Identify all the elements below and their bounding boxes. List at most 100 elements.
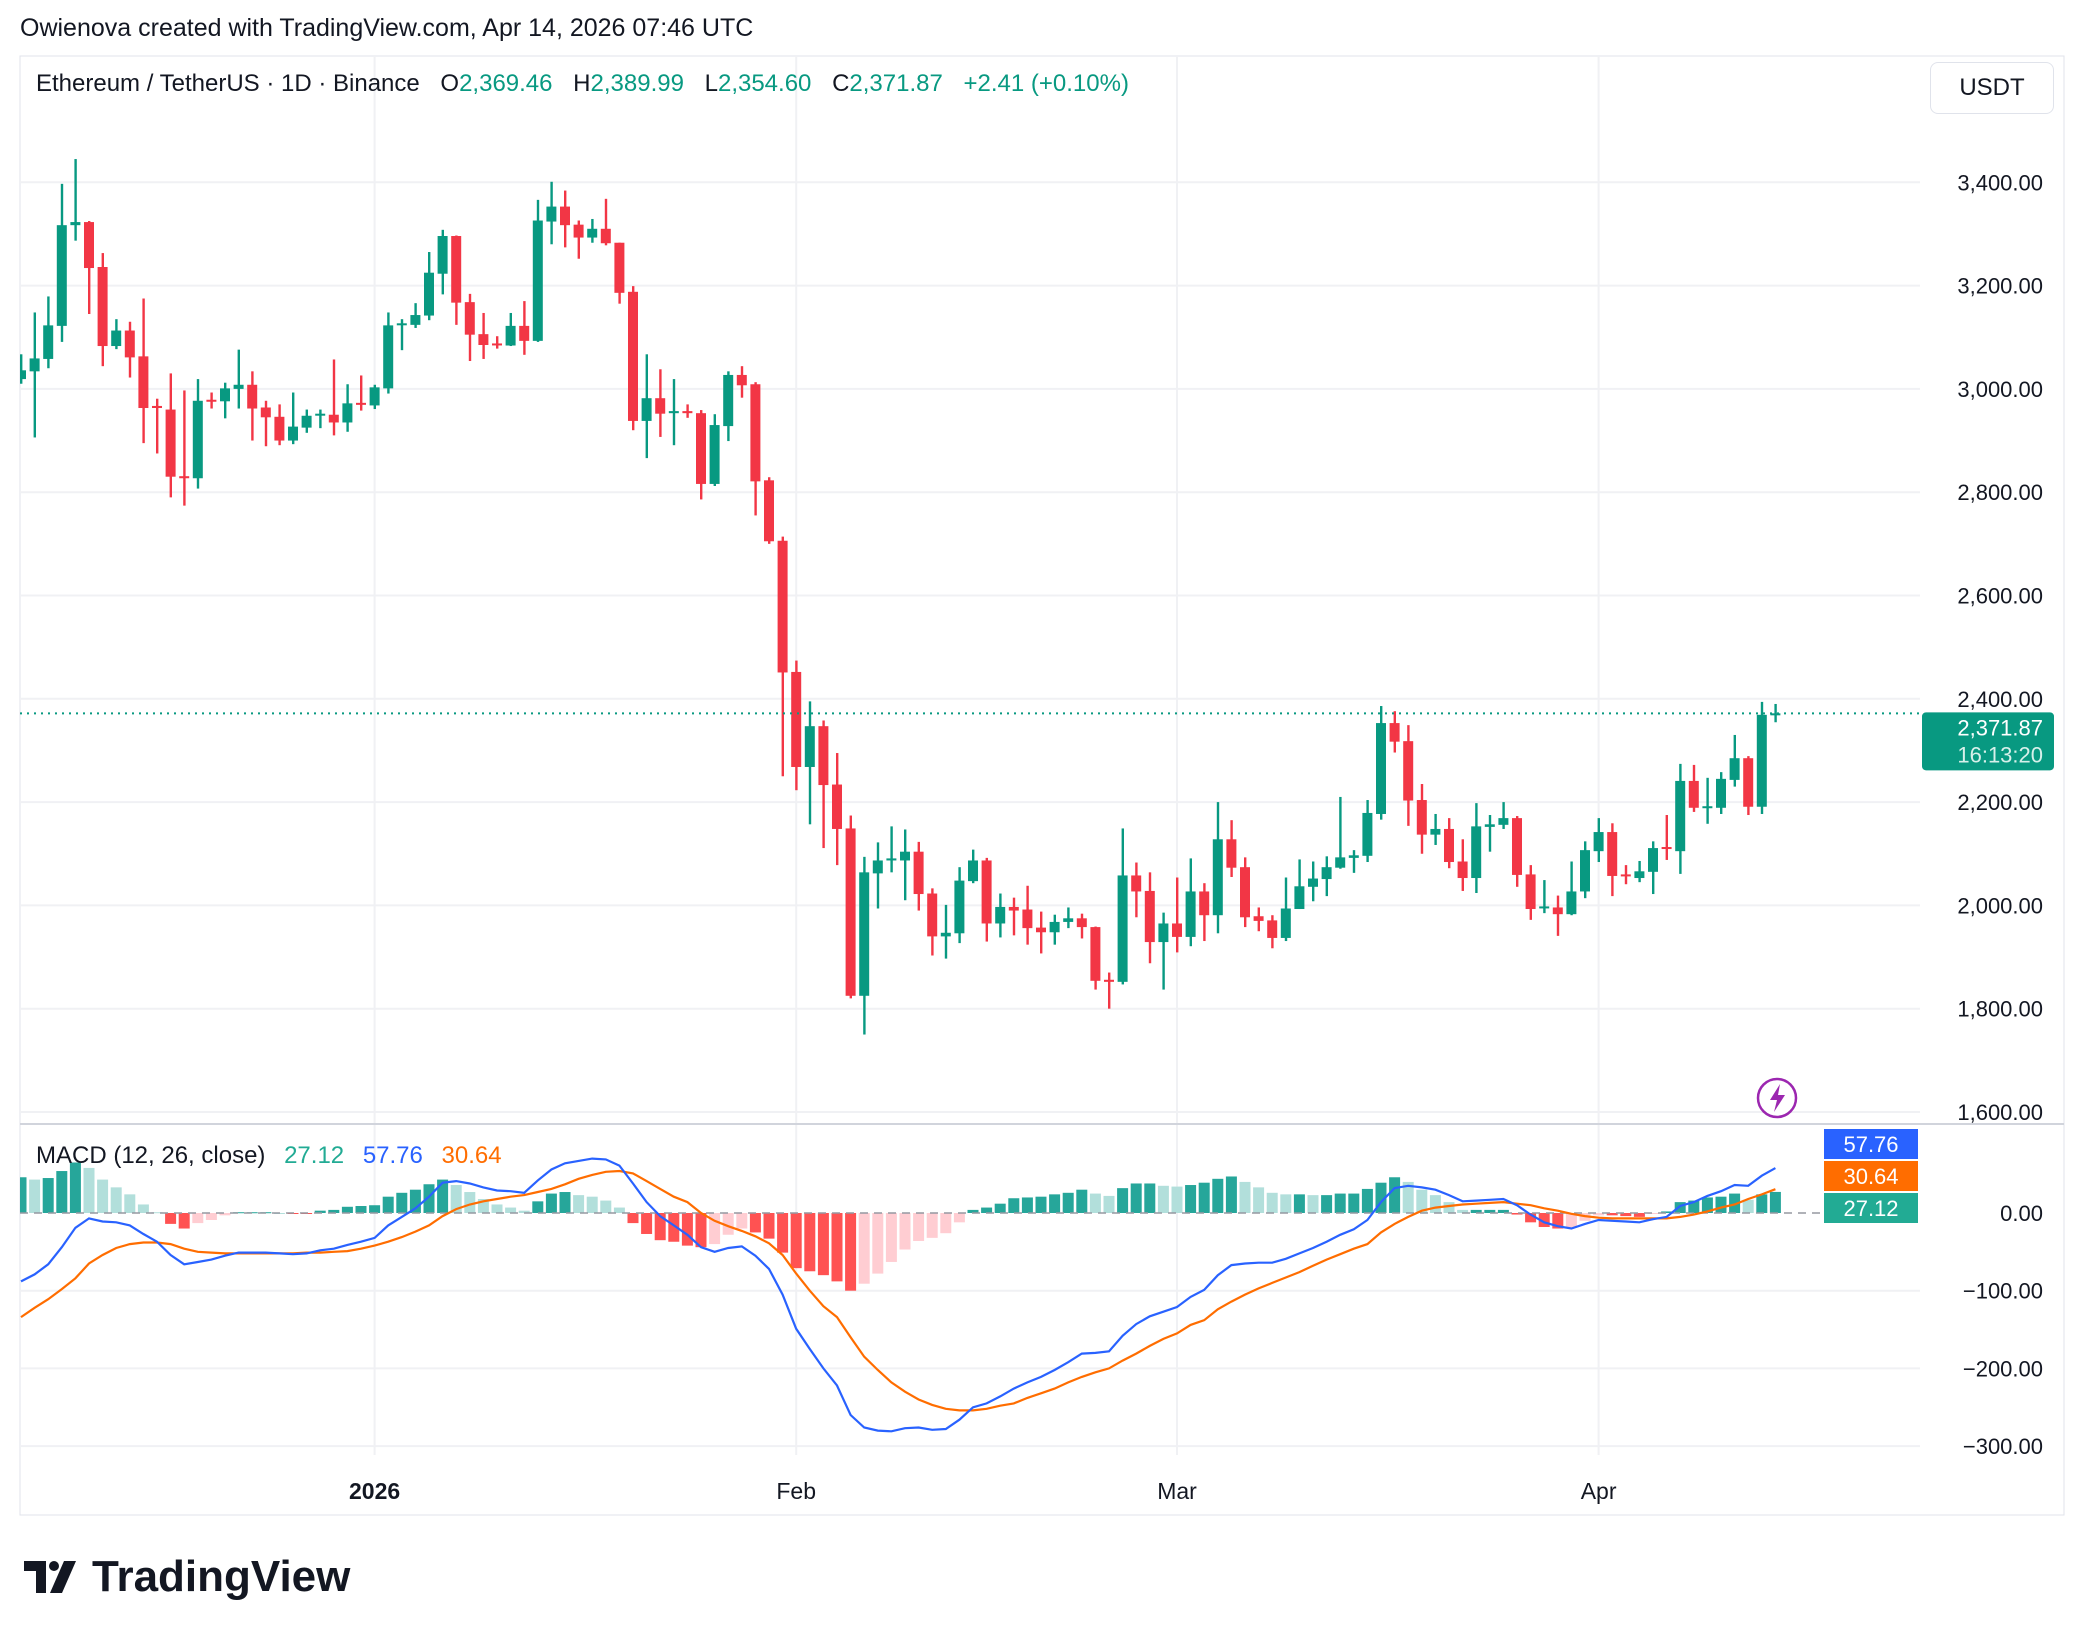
candle-body xyxy=(600,228,611,244)
candle xyxy=(940,904,951,959)
histogram-bar xyxy=(450,1185,462,1213)
tradingview-logo-text: TradingView xyxy=(92,1552,351,1601)
histogram-bar xyxy=(1198,1182,1210,1213)
candle-body xyxy=(124,330,135,358)
candle xyxy=(641,354,652,459)
candle xyxy=(1593,818,1604,863)
candle xyxy=(913,841,924,911)
histogram-price-label: 27.12 xyxy=(1843,1196,1898,1221)
candle-wick xyxy=(496,336,499,349)
candle-body xyxy=(1457,861,1468,879)
candle-body xyxy=(1172,923,1182,937)
histogram-bar xyxy=(1525,1213,1537,1223)
candle xyxy=(1743,756,1754,816)
candle-wick xyxy=(74,159,77,241)
candle xyxy=(124,321,135,378)
candle-body xyxy=(1212,839,1223,916)
candle-body xyxy=(1580,850,1590,892)
histogram-bar xyxy=(165,1213,177,1224)
histogram-bar xyxy=(1321,1195,1333,1213)
histogram-bar xyxy=(1389,1177,1401,1213)
candle-body xyxy=(192,400,203,479)
candle xyxy=(1552,895,1563,936)
histogram-bar xyxy=(20,1177,27,1213)
candle-body xyxy=(1756,714,1767,807)
candle xyxy=(1022,885,1033,945)
candle-body xyxy=(97,267,108,347)
histogram-bar xyxy=(205,1213,217,1220)
candle-wick xyxy=(577,220,580,259)
candle-wick xyxy=(33,312,36,438)
candle xyxy=(1321,856,1332,897)
price-tick-label: 2,400.00 xyxy=(1957,687,2043,712)
candle-body xyxy=(560,206,570,226)
candle xyxy=(1212,802,1223,934)
candle-wick xyxy=(1298,859,1301,910)
candle xyxy=(1308,861,1318,902)
candle xyxy=(43,296,54,369)
candle xyxy=(1185,858,1196,947)
histogram-bar xyxy=(1742,1199,1754,1213)
histogram-bar xyxy=(790,1213,802,1269)
candle-body xyxy=(832,784,842,829)
candle-body xyxy=(396,323,407,326)
time-tick-label: Feb xyxy=(776,1478,816,1504)
histogram-bar xyxy=(681,1213,693,1246)
candle xyxy=(1457,839,1468,891)
histogram-bar xyxy=(1171,1186,1183,1213)
histogram-bar xyxy=(29,1179,41,1213)
candle-body xyxy=(288,426,298,441)
candle-body xyxy=(641,398,652,421)
candle-body xyxy=(233,384,244,389)
candle-body xyxy=(1131,875,1142,892)
candle xyxy=(342,384,353,432)
candle-body xyxy=(1199,891,1210,916)
candle-body xyxy=(56,225,67,326)
histogram-bar xyxy=(369,1205,381,1213)
change-value: +2.41 (+0.10%) xyxy=(963,70,1129,97)
tradingview-logo[interactable]: TradingView xyxy=(24,1552,350,1602)
candle-body xyxy=(342,403,353,423)
histogram-bar xyxy=(545,1193,557,1213)
candle xyxy=(750,382,761,516)
candle-body xyxy=(1620,874,1631,877)
candle-body xyxy=(1267,920,1278,938)
macd-indicator-name[interactable]: MACD (12, 26, close) xyxy=(36,1142,266,1169)
candle-body xyxy=(1729,758,1740,780)
histogram-bar xyxy=(1280,1194,1292,1213)
histogram-bar xyxy=(382,1196,394,1213)
histogram-bar xyxy=(409,1189,421,1213)
tradingview-logo-icon xyxy=(24,1561,76,1593)
candle xyxy=(492,336,502,349)
currency-button[interactable]: USDT xyxy=(1930,62,2054,114)
histogram-bar xyxy=(1633,1213,1645,1217)
candle xyxy=(260,400,271,447)
histogram-bar xyxy=(1348,1193,1360,1213)
candle-body xyxy=(1104,979,1114,982)
candle-body xyxy=(1512,818,1522,875)
high-label: H xyxy=(573,70,591,97)
histogram-bar xyxy=(314,1210,326,1213)
candle-body xyxy=(1185,891,1196,937)
histogram-bar xyxy=(1443,1202,1455,1213)
candle xyxy=(1348,850,1359,873)
candle xyxy=(288,392,298,445)
histogram-bar xyxy=(899,1213,911,1250)
macd-line-price-label-box xyxy=(1824,1129,1918,1159)
alert-lightning-icon[interactable] xyxy=(1756,1077,1798,1119)
candle xyxy=(369,384,380,410)
histogram-bar xyxy=(1552,1213,1564,1229)
candle xyxy=(505,312,516,347)
candle-body xyxy=(1525,874,1536,910)
symbol-name[interactable]: Ethereum / TetherUS · 1D · Binance xyxy=(36,70,420,97)
histogram-bar xyxy=(1117,1188,1129,1213)
histogram-bar xyxy=(1511,1213,1523,1215)
candle xyxy=(1076,913,1087,939)
candle-body xyxy=(1348,855,1359,858)
candle xyxy=(1648,841,1658,895)
histogram-bar xyxy=(1674,1202,1686,1213)
macd-value-labels: 57.76 30.64 27.12 xyxy=(1824,1129,1918,1223)
candle xyxy=(383,312,394,394)
histogram-bar xyxy=(967,1209,979,1213)
